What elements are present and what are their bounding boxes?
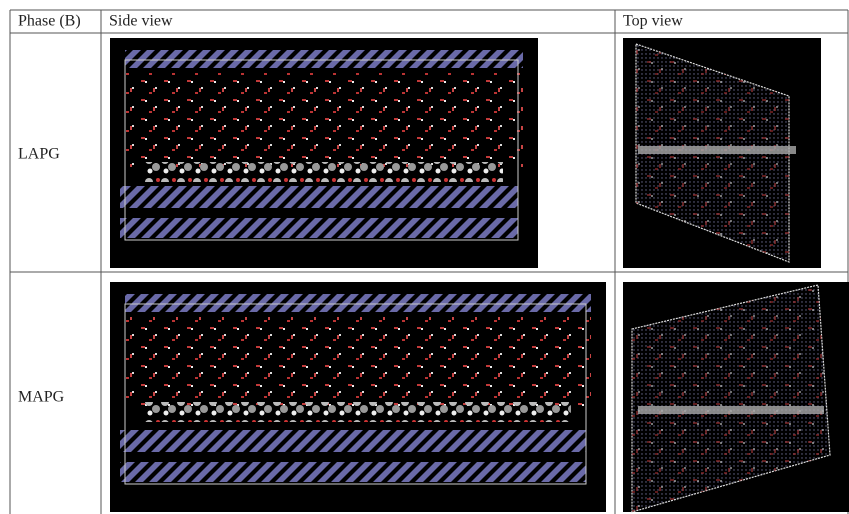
surfactant-top xyxy=(638,146,796,154)
water xyxy=(125,73,523,167)
images xyxy=(110,38,849,512)
graphene-top xyxy=(125,50,523,68)
graphene-bottom xyxy=(120,430,586,452)
row-label: MAPG xyxy=(18,389,65,406)
header-cell: Side view xyxy=(109,13,173,30)
surfactant-chain xyxy=(145,162,503,182)
header-cell: Phase (B) xyxy=(18,13,81,30)
surfactant-chain xyxy=(145,402,571,422)
water xyxy=(125,317,591,407)
graphene-bottom xyxy=(120,462,586,482)
page: Phase (B) Side view Top view LAPG MAPG xyxy=(0,0,849,514)
header-cell: Top view xyxy=(623,13,683,30)
graphene-top xyxy=(125,294,591,312)
graphene-bottom xyxy=(120,218,518,238)
row-label: LAPG xyxy=(18,146,60,163)
graphene-bottom xyxy=(120,186,518,208)
surfactant-top xyxy=(638,406,824,414)
